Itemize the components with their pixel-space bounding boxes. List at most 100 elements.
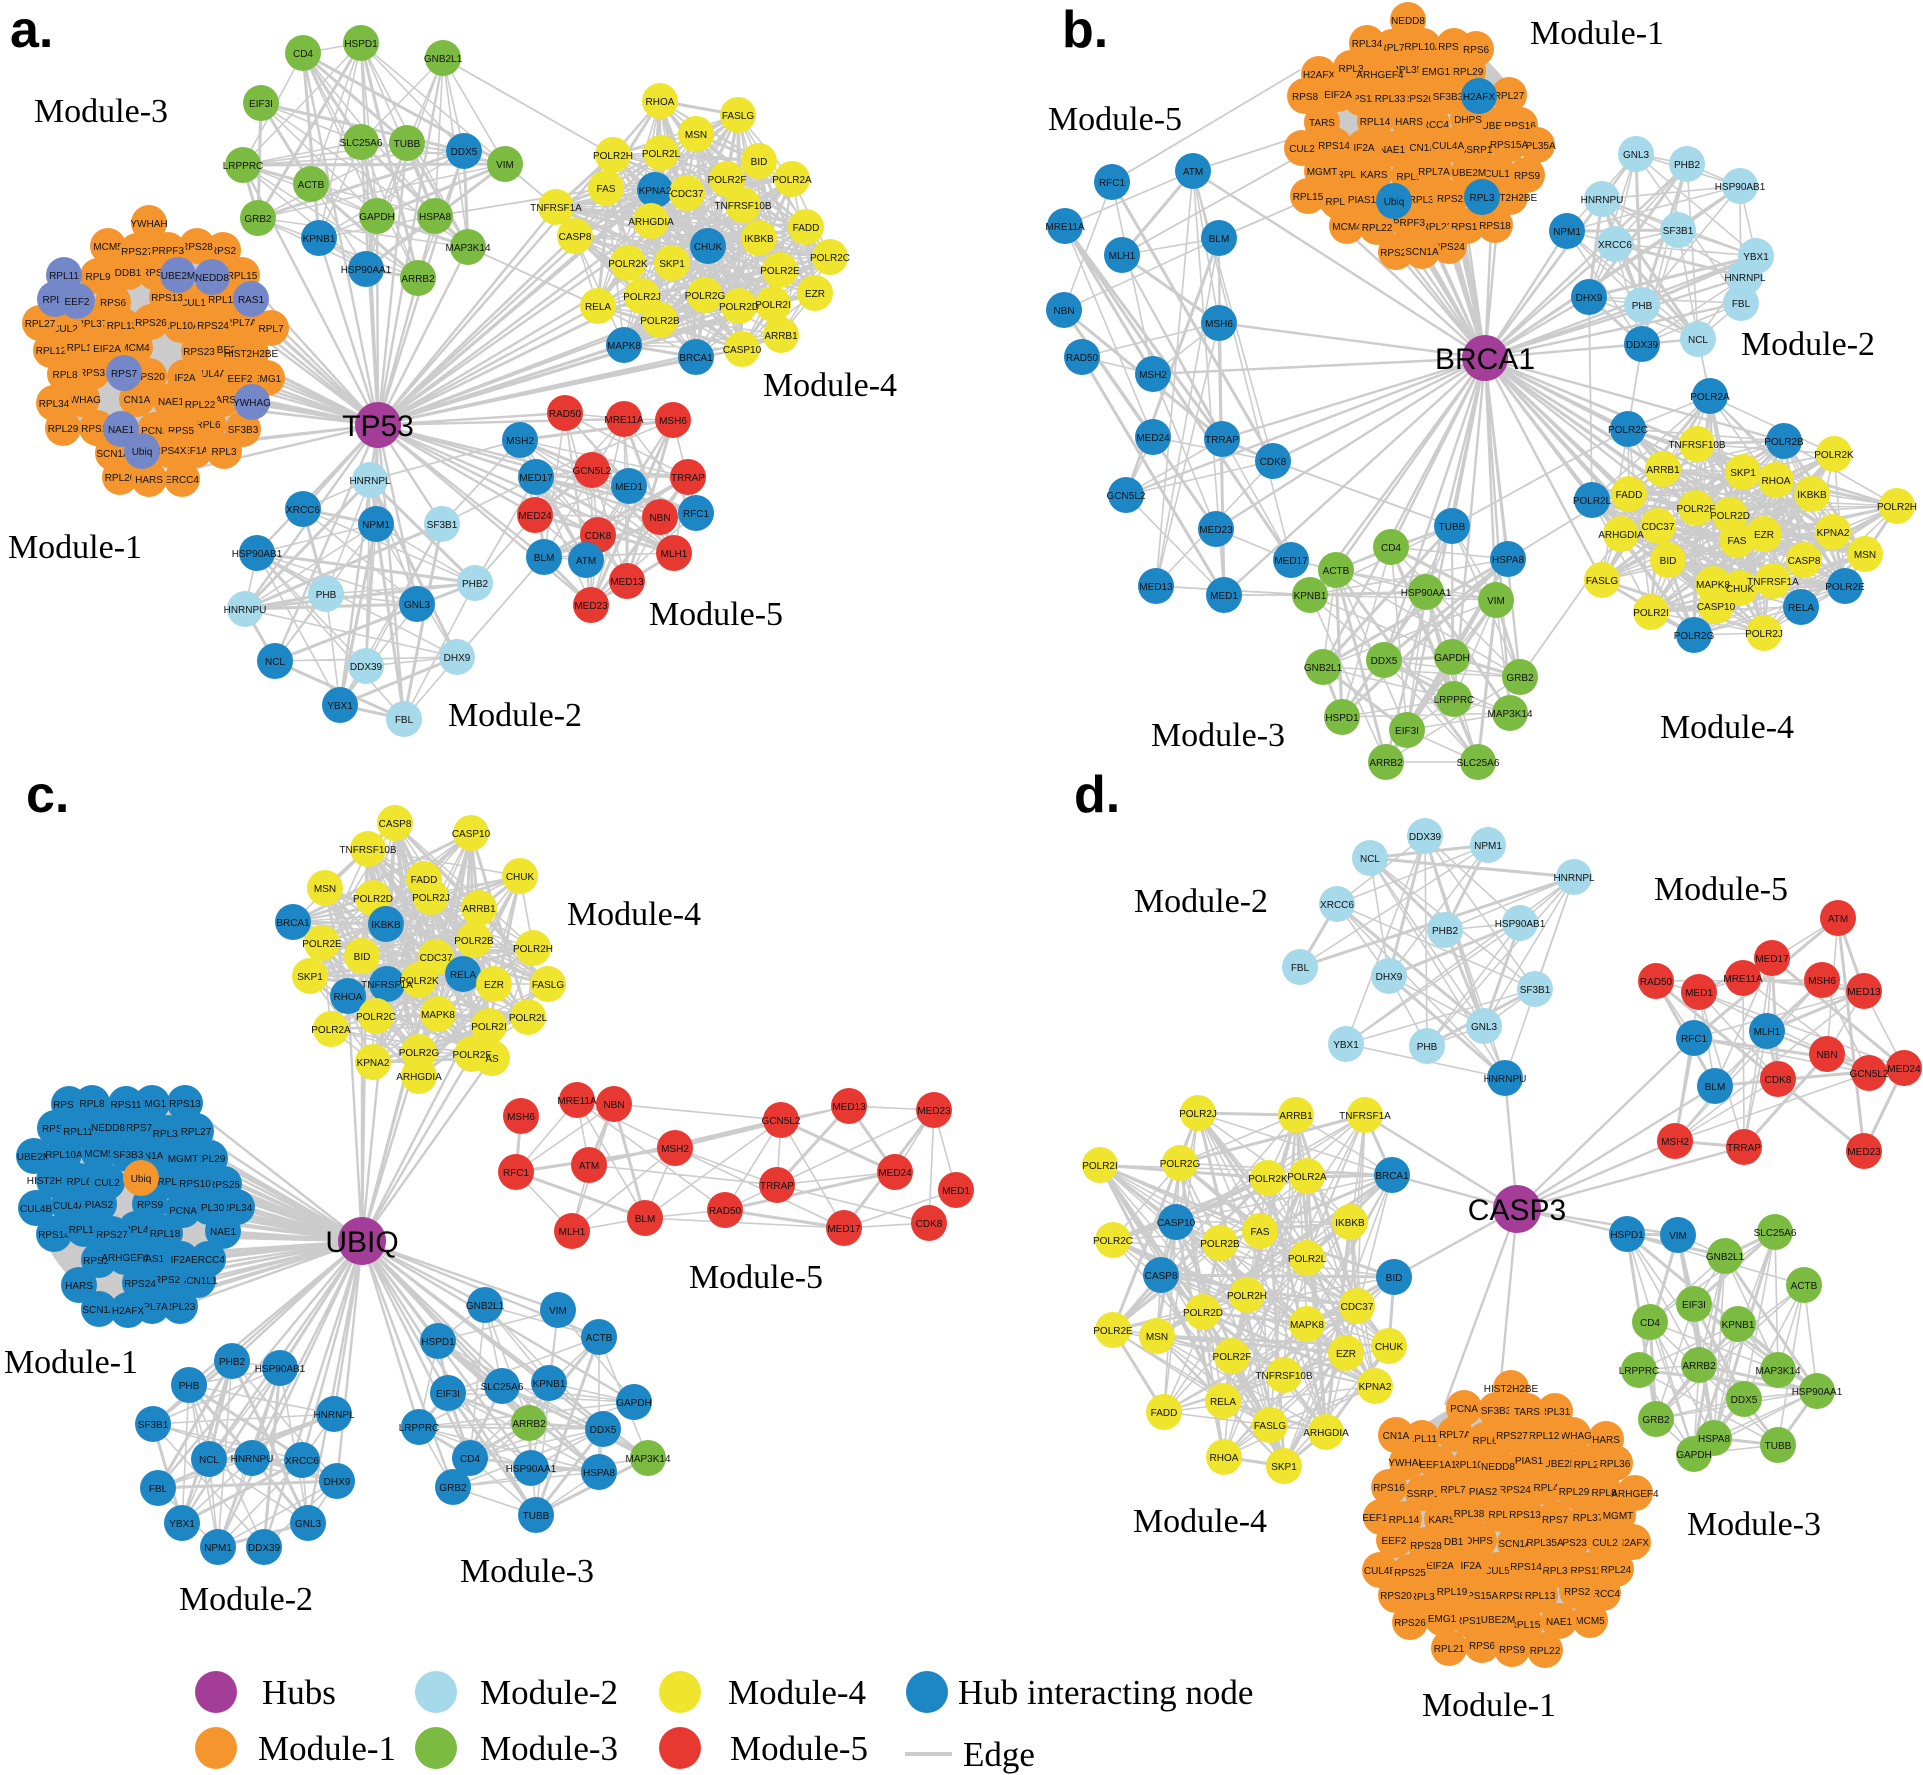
- svg-text:GNL3: GNL3: [404, 600, 431, 611]
- svg-text:Module-5: Module-5: [1654, 871, 1788, 908]
- svg-text:PHB: PHB: [179, 1381, 200, 1392]
- svg-text:CASP10: CASP10: [723, 345, 762, 356]
- svg-text:RPL11: RPL11: [1407, 1434, 1437, 1445]
- svg-text:HIST2H2BE: HIST2H2BE: [27, 1176, 82, 1187]
- svg-text:Module-2: Module-2: [179, 1581, 313, 1618]
- svg-text:GNL3: GNL3: [295, 1519, 322, 1530]
- svg-text:RPS26: RPS26: [135, 318, 167, 329]
- svg-text:RPL7A: RPL7A: [1418, 167, 1450, 178]
- svg-text:MSH6: MSH6: [1205, 319, 1233, 330]
- svg-text:RPS8: RPS8: [1292, 92, 1319, 103]
- svg-text:NEDD8: NEDD8: [91, 1123, 125, 1134]
- svg-text:RPS27: RPS27: [1496, 1431, 1528, 1442]
- svg-text:RAD50: RAD50: [1640, 977, 1673, 988]
- svg-text:Module-4: Module-4: [763, 367, 897, 404]
- svg-text:IKBKB: IKBKB: [371, 920, 401, 931]
- svg-text:DDX39: DDX39: [248, 1543, 281, 1554]
- svg-text:CUL2: CUL2: [1289, 144, 1315, 155]
- svg-text:RPL35A: RPL35A: [1526, 1538, 1564, 1549]
- svg-text:ERCC4: ERCC4: [165, 475, 199, 486]
- svg-text:IKBKB: IKBKB: [744, 234, 774, 245]
- svg-text:RPL33: RPL33: [1375, 94, 1406, 105]
- svg-text:MED17: MED17: [519, 473, 553, 484]
- svg-text:HARS: HARS: [135, 475, 163, 486]
- svg-text:RPS18: RPS18: [1479, 221, 1511, 232]
- svg-text:CDK8: CDK8: [1260, 457, 1287, 468]
- svg-text:MGMT: MGMT: [1307, 167, 1338, 178]
- svg-text:NCL: NCL: [1360, 854, 1380, 865]
- svg-text:Module-5: Module-5: [730, 1729, 868, 1768]
- svg-text:MLH1: MLH1: [1754, 1027, 1781, 1038]
- svg-text:RPL3: RPL3: [1338, 64, 1363, 75]
- svg-text:Module-4: Module-4: [1133, 1503, 1267, 1540]
- svg-text:ATM: ATM: [1828, 914, 1848, 925]
- svg-text:POLR2J: POLR2J: [1179, 1109, 1217, 1120]
- svg-text:RPS10: RPS10: [179, 1179, 211, 1190]
- svg-text:HSPA8: HSPA8: [1698, 1434, 1730, 1445]
- svg-text:MCM4: MCM4: [120, 343, 150, 354]
- svg-text:CASP10: CASP10: [1697, 602, 1736, 613]
- svg-text:Edge: Edge: [963, 1735, 1035, 1774]
- svg-text:RPL19: RPL19: [1437, 1587, 1468, 1598]
- svg-text:H2AFX: H2AFX: [1303, 70, 1336, 81]
- svg-text:EEF1A2: EEF1A2: [176, 446, 214, 457]
- svg-text:DDB1: DDB1: [115, 268, 142, 279]
- svg-text:CUL4B: CUL4B: [20, 1204, 53, 1215]
- svg-text:MED17: MED17: [1755, 954, 1789, 965]
- svg-text:POLR2H: POLR2H: [593, 151, 633, 162]
- svg-text:SSRP1: SSRP1: [1460, 145, 1493, 156]
- svg-text:POLR2L: POLR2L: [1288, 1254, 1327, 1265]
- svg-text:EEF2: EEF2: [227, 374, 252, 385]
- svg-text:CD4: CD4: [460, 1454, 480, 1465]
- svg-text:PHB2: PHB2: [1432, 926, 1459, 937]
- svg-text:HNRNPL: HNRNPL: [1553, 873, 1595, 884]
- svg-text:KPNB1: KPNB1: [1294, 591, 1327, 602]
- svg-text:RPL35A: RPL35A: [1518, 141, 1556, 152]
- svg-text:POLR2D: POLR2D: [1183, 1308, 1223, 1319]
- svg-text:GNL3: GNL3: [1471, 1022, 1498, 1033]
- svg-text:UBE2I: UBE2I: [1482, 121, 1511, 132]
- svg-text:FASLG: FASLG: [1586, 576, 1618, 587]
- svg-text:POLR2A: POLR2A: [1287, 1172, 1327, 1183]
- svg-text:POLR2G: POLR2G: [1674, 631, 1715, 642]
- svg-text:FBL: FBL: [149, 1484, 168, 1495]
- svg-text:EZR: EZR: [1754, 530, 1774, 541]
- svg-text:RPL27: RPL27: [25, 319, 56, 330]
- svg-text:POLR2A: POLR2A: [772, 175, 812, 186]
- svg-text:RPS16: RPS16: [1373, 1483, 1405, 1494]
- svg-text:MAP3K14: MAP3K14: [1755, 1366, 1800, 1377]
- svg-text:EIF3I: EIF3I: [436, 1389, 460, 1400]
- svg-text:EZR: EZR: [484, 980, 504, 991]
- svg-text:HARS: HARS: [1592, 1435, 1620, 1446]
- svg-text:RPS11: RPS11: [1346, 94, 1377, 105]
- svg-text:RPS7: RPS7: [111, 369, 138, 380]
- svg-text:RPL22: RPL22: [1530, 1646, 1561, 1657]
- svg-text:Ubiq: Ubiq: [1384, 197, 1405, 208]
- svg-text:RPL38: RPL38: [1454, 1509, 1485, 1520]
- svg-text:RPL8: RPL8: [79, 1099, 104, 1110]
- svg-text:MED23: MED23: [1847, 1147, 1881, 1158]
- svg-text:RPL37: RPL37: [1573, 1513, 1604, 1524]
- svg-text:YBX1: YBX1: [169, 1519, 195, 1530]
- svg-text:ARRB1: ARRB1: [1646, 465, 1680, 476]
- svg-text:MSH2: MSH2: [661, 1144, 689, 1155]
- svg-text:RPS3: RPS3: [42, 1124, 69, 1135]
- svg-text:GCN5L2: GCN5L2: [1107, 491, 1146, 502]
- svg-text:PHB: PHB: [316, 590, 337, 601]
- svg-text:RELA: RELA: [585, 302, 611, 313]
- svg-text:RPL9: RPL9: [1396, 172, 1421, 183]
- svg-text:CD4: CD4: [1381, 543, 1401, 554]
- svg-text:RPL29: RPL29: [1453, 67, 1484, 78]
- svg-text:RPS6: RPS6: [100, 298, 127, 309]
- svg-text:CASP3: CASP3: [1468, 1194, 1566, 1227]
- svg-text:GRB2: GRB2: [1506, 673, 1534, 684]
- svg-text:MAPK8: MAPK8: [607, 341, 641, 352]
- svg-text:LRPPRC: LRPPRC: [223, 161, 264, 172]
- svg-text:ARHGEF4: ARHGEF4: [1356, 70, 1404, 81]
- svg-text:MSH6: MSH6: [1808, 976, 1836, 987]
- svg-text:YBX1: YBX1: [327, 701, 353, 712]
- svg-text:POLR2G: POLR2G: [399, 1048, 440, 1059]
- svg-text:SLC25A6: SLC25A6: [1754, 1228, 1797, 1239]
- svg-text:RPL13: RPL13: [1525, 1591, 1556, 1602]
- svg-text:EIF2A: EIF2A: [1324, 90, 1352, 101]
